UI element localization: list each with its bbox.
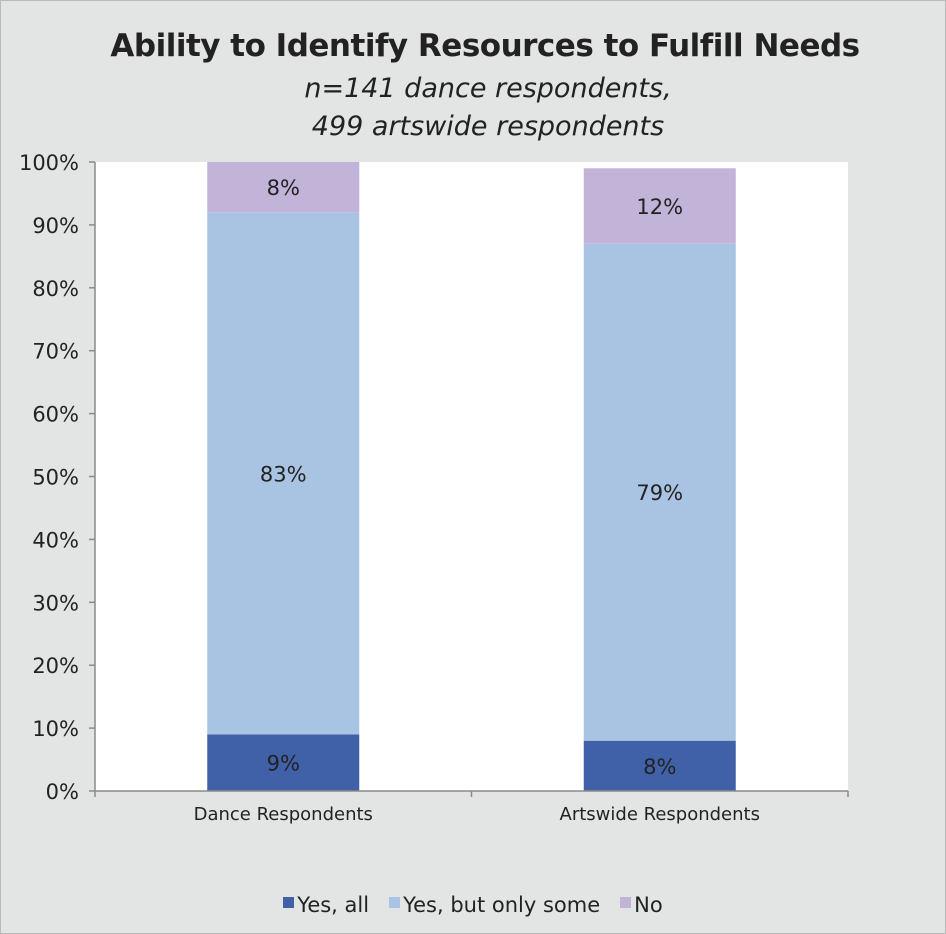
legend-swatch-0 — [283, 897, 295, 908]
chart-subtitle: n=141 dance respondents, 499 artswide re… — [304, 73, 672, 142]
data-label-0-1: 8% — [643, 755, 676, 779]
x-tick-label-0: Dance Respondents — [194, 804, 373, 825]
legend-swatch-2 — [620, 897, 632, 908]
y-tick-label-9: 90% — [32, 214, 79, 238]
legend-item-2: No — [620, 893, 663, 917]
data-label-1-1: 79% — [636, 481, 683, 505]
x-tick-label-1: Artswide Respondents — [560, 804, 760, 825]
data-label-0-0: 9% — [267, 752, 300, 776]
legend-item-0: Yes, all — [283, 893, 369, 917]
legend-label-1: Yes, but only some — [403, 893, 601, 917]
bar-2-0 — [207, 162, 360, 213]
y-tick-label-6: 60% — [32, 403, 79, 427]
y-tick-label-0: 0% — [46, 780, 79, 804]
legend-swatch-1 — [389, 897, 401, 908]
y-tick-label-10: 100% — [19, 151, 79, 175]
y-tick-label-1: 10% — [32, 717, 79, 741]
data-label-2-0: 8% — [267, 176, 300, 200]
y-tick-label-4: 40% — [32, 528, 79, 552]
chart-title: Ability to Identify Resources to Fulfill… — [110, 28, 860, 64]
y-tick-label-8: 80% — [32, 277, 79, 301]
legend-label-2: No — [634, 893, 663, 917]
bar-2-1 — [583, 168, 736, 244]
bar-1-0 — [207, 212, 360, 735]
y-tick-label-2: 20% — [32, 654, 79, 678]
chart-plot: 9% 83% 8% Dance Respondents 8% 79% 12% Artswide… — [19, 151, 849, 825]
y-tick-label-5: 50% — [32, 466, 79, 490]
y-tick-label-7: 70% — [32, 340, 79, 364]
legend-item-1: Yes, but only some — [389, 893, 600, 917]
bar-0-0 — [207, 734, 360, 791]
data-label-2-1: 12% — [636, 195, 683, 219]
legend: Yes, all Yes, but only some No — [0, 893, 946, 917]
bar-0-1 — [583, 740, 736, 791]
y-tick-label-3: 30% — [32, 591, 79, 615]
bar-1-1 — [583, 243, 736, 741]
data-label-1-0: 83% — [260, 462, 307, 486]
legend-label-0: Yes, all — [297, 893, 370, 917]
